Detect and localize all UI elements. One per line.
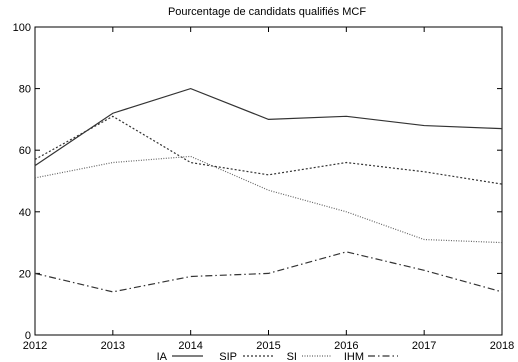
series-line-ia bbox=[34, 87, 503, 167]
legend-label-sip: SIP bbox=[219, 351, 237, 362]
x-tick-label: 2017 bbox=[412, 340, 436, 352]
legend-label-ihm: IHM bbox=[344, 351, 364, 362]
y-tick-label: 20 bbox=[19, 268, 31, 280]
y-tick-label: 40 bbox=[19, 207, 31, 219]
plot-area bbox=[34, 26, 503, 336]
series-layer bbox=[34, 87, 503, 293]
x-tick-label: 2015 bbox=[256, 340, 280, 352]
x-tick-label: 2014 bbox=[178, 340, 202, 352]
y-axis: 0 20 40 60 80 100 bbox=[13, 22, 502, 342]
legend: IA SIP SI IHM bbox=[157, 351, 398, 362]
series-line-si bbox=[34, 155, 503, 244]
x-tick-label: 2012 bbox=[23, 340, 47, 352]
x-tick-label: 2016 bbox=[334, 340, 358, 352]
x-axis: 2012 2013 2014 2015 2016 2017 2018 bbox=[23, 27, 514, 352]
chart-title: Pourcentage de candidats qualifiés MCF bbox=[168, 6, 366, 18]
series-line-sip bbox=[34, 115, 503, 185]
y-tick-label: 100 bbox=[13, 22, 31, 34]
x-tick-label: 2018 bbox=[490, 340, 514, 352]
x-tick-label: 2013 bbox=[101, 340, 125, 352]
legend-label-ia: IA bbox=[157, 351, 168, 362]
y-tick-label: 60 bbox=[19, 145, 31, 157]
y-tick-label: 0 bbox=[25, 330, 31, 342]
series-line-ihm bbox=[34, 251, 503, 293]
plot-border bbox=[34, 26, 503, 336]
y-tick-label: 80 bbox=[19, 84, 31, 96]
legend-label-si: SI bbox=[287, 351, 297, 362]
